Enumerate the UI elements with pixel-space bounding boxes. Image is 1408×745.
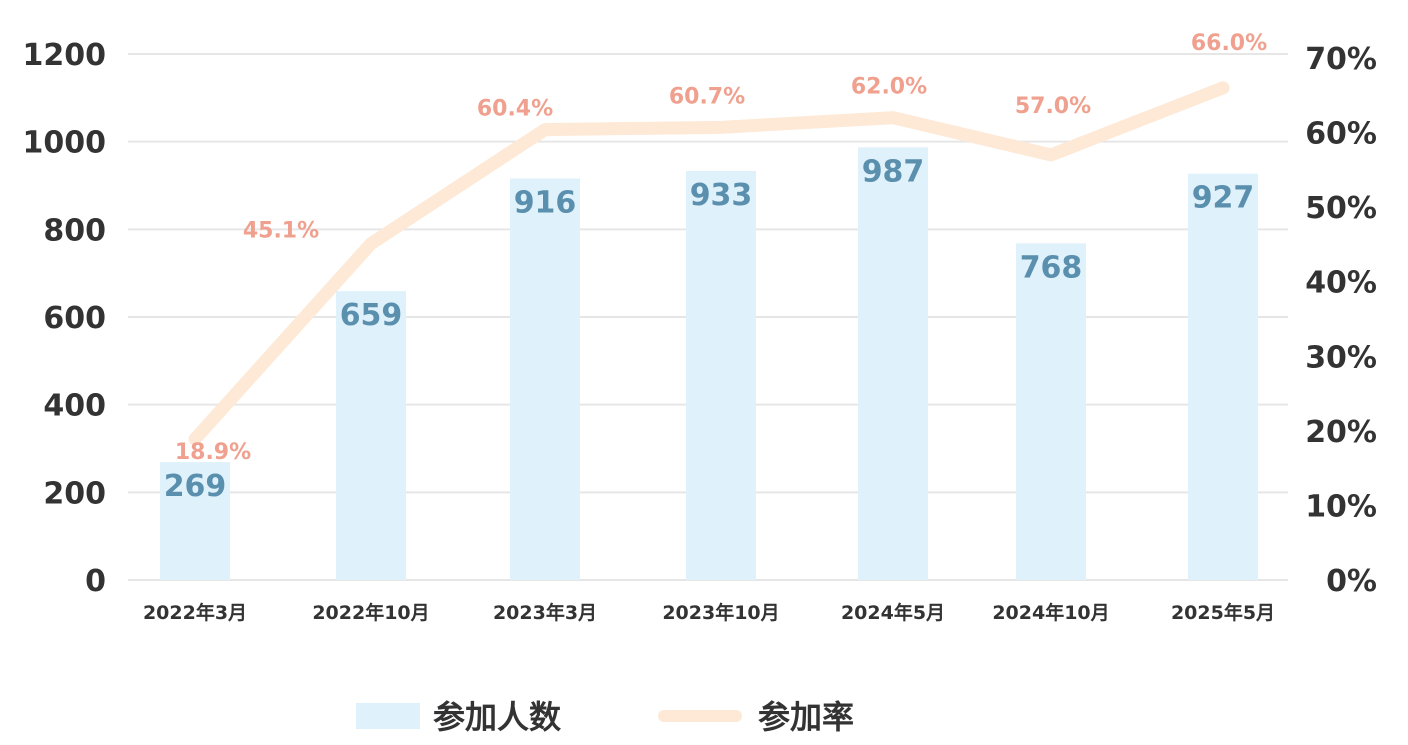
right-tick-label: 50% — [1305, 191, 1377, 226]
left-tick-label: 0 — [85, 564, 106, 599]
legend-label-bar: 参加人数 — [433, 698, 562, 736]
rate-point — [194, 438, 196, 441]
bar — [160, 462, 230, 580]
x-tick-label: 2022年3月 — [143, 601, 247, 624]
bar-value-label: 269 — [164, 469, 227, 504]
left-tick-label: 1200 — [23, 38, 107, 73]
bar-value-label: 987 — [862, 154, 925, 189]
left-axis: 0 200 400 600 800 1000 1200 — [23, 38, 107, 599]
x-axis: 2022年3月 2022年10月 2023年3月 2023年10月 2024年5月 202… — [143, 601, 1275, 624]
rate-value-label: 62.0% — [851, 75, 927, 100]
rate-point — [892, 116, 894, 119]
rate-point — [544, 128, 546, 131]
bar — [858, 147, 928, 581]
bar — [510, 178, 580, 580]
right-tick-label: 70% — [1305, 42, 1377, 77]
right-tick-label: 20% — [1305, 415, 1377, 450]
bar — [336, 291, 406, 580]
line-series — [188, 81, 1230, 446]
rate-value-label: 60.4% — [477, 97, 553, 122]
bar-value-label: 659 — [340, 298, 403, 333]
x-tick-label: 2024年10月 — [992, 601, 1109, 624]
rate-point — [1050, 153, 1052, 156]
bar-value-label: 927 — [1192, 181, 1255, 216]
right-tick-label: 0% — [1326, 564, 1377, 599]
bar — [686, 171, 756, 580]
rate-value-label: 66.0% — [1191, 31, 1267, 56]
x-tick-label: 2023年3月 — [493, 601, 597, 624]
x-tick-label: 2025年5月 — [1171, 601, 1275, 624]
rate-value-labels: 18.9% 45.1% 60.4% 60.7% 62.0% 57.0% 66.0% — [175, 31, 1267, 465]
bar-value-labels: 269 659 916 933 987 768 927 — [164, 154, 1255, 504]
right-axis: 0% 10% 20% 30% 40% 50% 60% 70% — [1305, 42, 1377, 599]
legend-label-line: 参加率 — [758, 698, 854, 736]
rate-point — [1222, 86, 1224, 89]
bar-series — [160, 147, 1258, 581]
x-tick-label: 2023年10月 — [662, 601, 779, 624]
x-tick-label: 2022年10月 — [312, 601, 429, 624]
legend-swatch-bar — [356, 703, 420, 729]
bar — [1188, 173, 1258, 581]
x-tick-label: 2024年5月 — [841, 601, 945, 624]
legend: 参加人数 参加率 — [356, 698, 854, 736]
left-tick-label: 800 — [43, 213, 106, 248]
left-tick-label: 200 — [43, 476, 106, 511]
bar-value-label: 916 — [514, 185, 577, 220]
rate-value-label: 18.9% — [175, 440, 251, 465]
right-tick-label: 40% — [1305, 266, 1377, 301]
right-tick-label: 30% — [1305, 340, 1377, 375]
rate-point — [720, 126, 722, 129]
rate-value-label: 60.7% — [669, 84, 745, 109]
rate-value-label: 57.0% — [1015, 94, 1091, 119]
left-tick-label: 600 — [43, 301, 106, 336]
right-tick-label: 60% — [1305, 117, 1377, 152]
left-tick-label: 1000 — [23, 126, 107, 161]
left-tick-label: 400 — [43, 389, 106, 424]
rate-value-label: 45.1% — [243, 219, 319, 244]
bar-value-label: 768 — [1020, 250, 1083, 285]
bar-value-label: 933 — [690, 178, 753, 213]
right-tick-label: 10% — [1305, 489, 1377, 524]
rate-point — [370, 242, 372, 245]
bar — [1016, 243, 1086, 581]
